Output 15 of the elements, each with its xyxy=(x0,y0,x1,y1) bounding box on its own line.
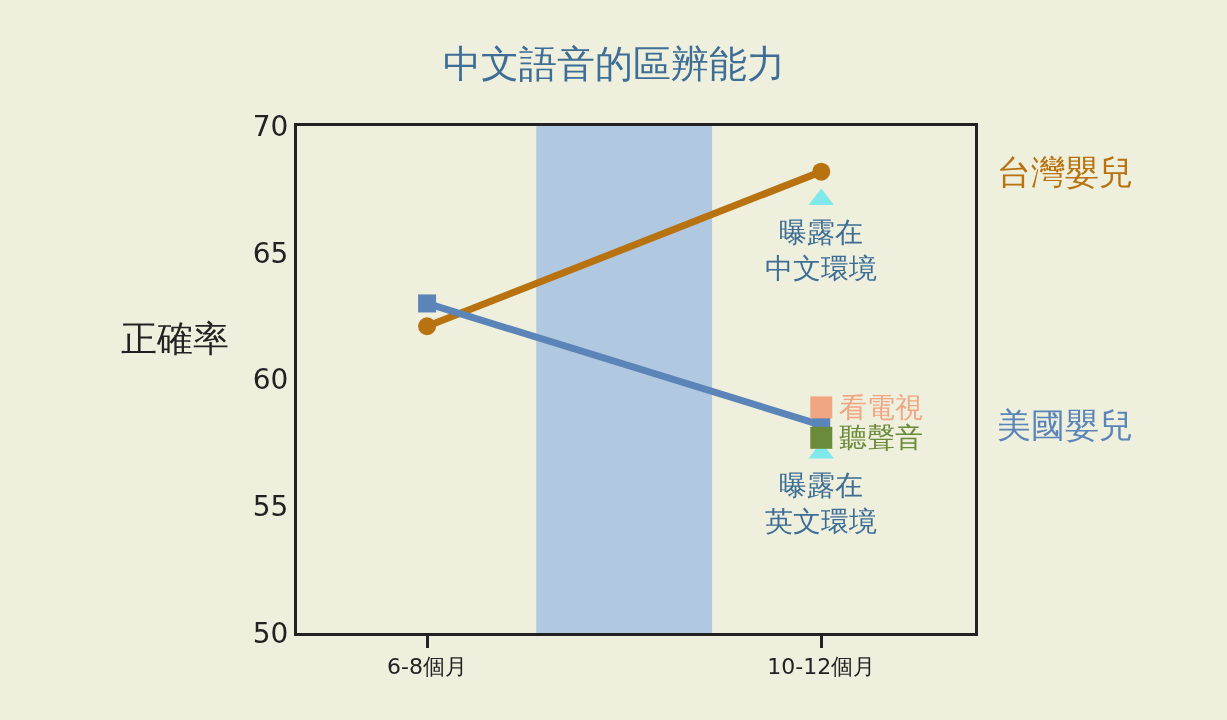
x-tick-label: 10-12個月 xyxy=(767,654,876,680)
series-label: 看電視 xyxy=(839,391,923,424)
y-tick-label: 65 xyxy=(252,236,289,270)
text: 台灣嬰兒 xyxy=(997,152,1133,192)
annotation: 曝露在中文環境 xyxy=(765,216,877,286)
annotation: 曝露在英文環境 xyxy=(765,469,877,539)
y-tick-label: 70 xyxy=(252,109,289,143)
x-tick-label: 6-8個月 xyxy=(387,654,468,680)
series-label: 聽聲音 xyxy=(839,421,923,454)
y-tick-label: 50 xyxy=(252,616,289,650)
y-axis-title: 正確率 xyxy=(121,318,229,359)
text: 美國嬰兒 xyxy=(997,405,1133,445)
y-tick-label: 55 xyxy=(252,490,289,524)
chart-title: 中文語音的區辨能力 xyxy=(442,42,785,86)
y-tick-label: 60 xyxy=(252,363,289,397)
